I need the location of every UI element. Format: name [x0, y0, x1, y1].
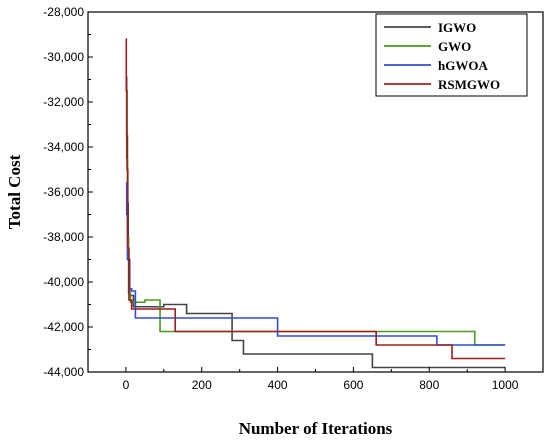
y-tick-label: -34,000	[43, 140, 84, 154]
x-tick-label: 1000	[492, 378, 519, 392]
plot-area	[125, 38, 506, 369]
y-tick-label: -32,000	[43, 95, 84, 109]
y-tick-label: -38,000	[43, 230, 84, 244]
x-tick-label: 200	[192, 378, 212, 392]
x-tick-label: 400	[268, 378, 288, 392]
legend-label: GWO	[438, 39, 471, 54]
series-line-rsmgwo	[125, 38, 506, 360]
y-axis: -44,000 -42,000 -40,000 -38,000 -36,000 -34,0…	[43, 5, 93, 379]
y-tick-label: -28,000	[43, 5, 84, 19]
x-axis-title: Number of Iterations	[239, 419, 393, 438]
series-line-igwo	[125, 76, 506, 369]
x-tick-label: 800	[419, 378, 439, 392]
legend: IGWO GWO hGWOA RSMGWO	[375, 13, 528, 97]
legend-label: hGWOA	[438, 58, 488, 73]
y-tick-label: -30,000	[43, 50, 84, 64]
legend-label: IGWO	[438, 20, 476, 35]
y-tick-label: -40,000	[43, 275, 84, 289]
y-axis-title: Total Cost	[5, 154, 24, 229]
series-line-hgwoa	[125, 182, 506, 346]
x-tick-label: 0	[123, 378, 130, 392]
y-tick-label: -44,000	[43, 365, 84, 379]
y-tick-label: -42,000	[43, 320, 84, 334]
x-tick-label: 600	[343, 378, 363, 392]
y-tick-label: -36,000	[43, 185, 84, 199]
series-line-gwo	[125, 92, 506, 346]
x-axis: 0 200 400 600 800 1000	[87, 367, 544, 392]
legend-label: RSMGWO	[438, 77, 500, 92]
